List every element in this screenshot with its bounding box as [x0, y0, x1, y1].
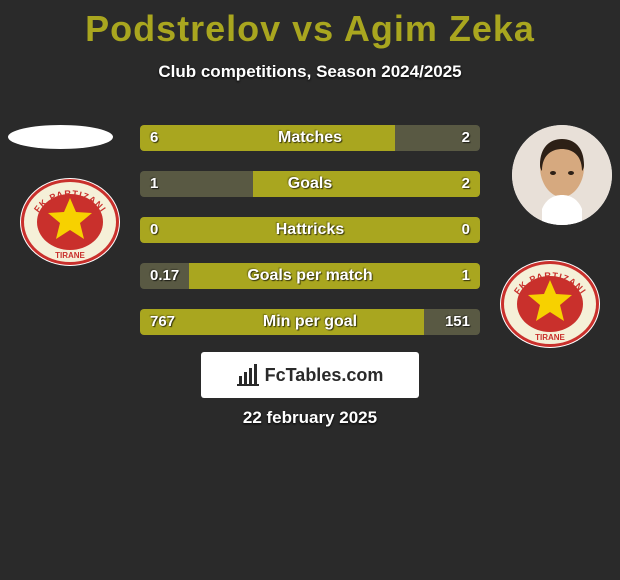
title-vs: vs [292, 8, 334, 49]
stat-label: Matches [140, 125, 480, 151]
player1-club-badge: FK PARTIZANI TIRANE [20, 178, 120, 266]
stat-label: Goals [140, 171, 480, 197]
stat-label: Goals per match [140, 263, 480, 289]
avatar-face-icon [512, 125, 612, 225]
player2-club-badge: FK PARTIZANI TIRANE [500, 260, 600, 348]
stat-row: 767151Min per goal [140, 309, 480, 335]
player1-avatar [8, 125, 113, 149]
stat-row: 0.171Goals per match [140, 263, 480, 289]
brand-label: FcTables.com [265, 365, 384, 386]
stat-label: Hattricks [140, 217, 480, 243]
date-label: 22 february 2025 [0, 408, 620, 428]
club-badge-icon: FK PARTIZANI TIRANE [500, 260, 600, 348]
stats-chart: 62Matches 12Goals 00Hattricks 0.171Goals pe… [140, 125, 480, 355]
title-player1: Podstrelov [85, 8, 281, 49]
subtitle: Club competitions, Season 2024/2025 [0, 62, 620, 82]
player2-avatar [512, 125, 612, 225]
stat-row: 62Matches [140, 125, 480, 151]
brand-box: FcTables.com [201, 352, 419, 398]
stat-row: 12Goals [140, 171, 480, 197]
stat-label: Min per goal [140, 309, 480, 335]
title-player2: Agim Zeka [344, 8, 535, 49]
bar-chart-icon [237, 364, 259, 386]
svg-text:TIRANE: TIRANE [535, 333, 565, 342]
page-title: Podstrelov vs Agim Zeka [0, 0, 620, 50]
svg-text:TIRANE: TIRANE [55, 251, 85, 260]
stat-row: 00Hattricks [140, 217, 480, 243]
club-badge-icon: FK PARTIZANI TIRANE [20, 178, 120, 266]
